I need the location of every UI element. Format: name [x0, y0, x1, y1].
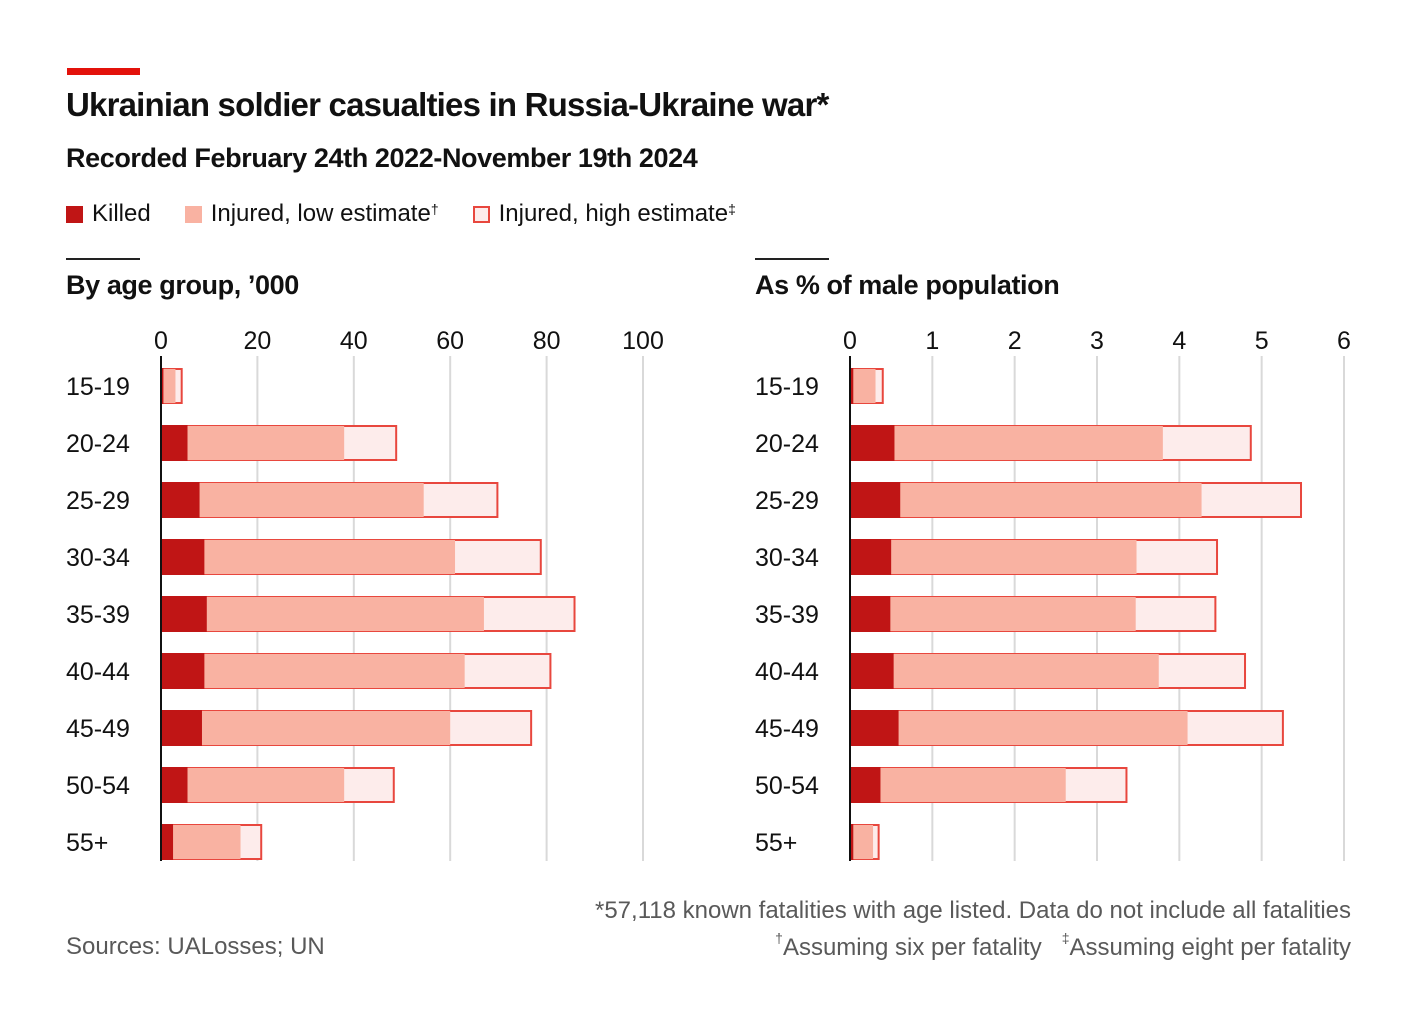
- legend-item-injured-high: Injured, high estimate ‡: [472, 200, 736, 228]
- panel-title-left: By age group, ’000: [66, 270, 299, 300]
- right-bar-killed-40-44: [850, 653, 894, 689]
- legend-label-injured-high: Injured, high estimate: [498, 200, 729, 227]
- footnote-fatalities: *57,118 known fatalities with age listed…: [594, 897, 1351, 924]
- legend-item-killed: Killed: [66, 200, 151, 228]
- right-tick-label-5: 5: [1255, 327, 1269, 355]
- footnote-six-per-fatality: Assuming six per fatality: [782, 934, 1042, 961]
- right-bar-injured-low-30-34: [851, 540, 1137, 574]
- right-bar-killed-15-19: [850, 368, 854, 404]
- left-bar-killed-45-49: [161, 710, 202, 746]
- right-bar-killed-35-39: [850, 596, 891, 632]
- right-tick-label-0: 0: [843, 327, 857, 355]
- right-bar-injured-low-45-49: [851, 711, 1188, 745]
- right-tick-label-2: 2: [1008, 327, 1022, 355]
- left-bar-killed-15-19: [161, 368, 164, 404]
- left-bar-injured-low-30-34: [162, 540, 456, 574]
- left-tick-label-100: 100: [622, 327, 664, 355]
- legend-swatch-injured-low: [184, 205, 202, 223]
- left-tick-label-80: 80: [533, 327, 561, 355]
- right-category-label-55+: 55+: [755, 829, 797, 857]
- left-category-label-25-29: 25-29: [66, 487, 130, 515]
- source-note: Sources: UALosses; UN: [66, 933, 325, 960]
- right-bar-killed-30-34: [850, 539, 892, 575]
- right-tick-label-3: 3: [1090, 327, 1104, 355]
- right-bar-injured-low-25-29: [851, 483, 1202, 517]
- left-bar-killed-30-34: [161, 539, 205, 575]
- legend-mark-dagger: †: [430, 201, 439, 217]
- right-bar-killed-20-24: [850, 425, 895, 461]
- footnote-mark-dagger: †: [775, 930, 783, 946]
- left-category-label-35-39: 35-39: [66, 601, 130, 629]
- left-bar-killed-20-24: [161, 425, 188, 461]
- footnote-eight-per-fatality: Assuming eight per fatality: [1069, 934, 1351, 961]
- legend-swatch-injured-high: [472, 205, 490, 223]
- left-bar-injured-low-35-39: [162, 597, 484, 631]
- left-category-label-20-24: 20-24: [66, 430, 130, 458]
- left-bar-killed-25-29: [161, 482, 200, 518]
- left-category-label-55+: 55+: [66, 829, 108, 857]
- left-category-label-30-34: 30-34: [66, 544, 130, 572]
- panel-rule-right: [755, 258, 829, 260]
- chart-title: Ukrainian soldier casualties in Russia-U…: [66, 86, 829, 123]
- legend-item-injured-low: Injured, low estimate †: [184, 200, 439, 228]
- right-bar-killed-55+: [850, 824, 854, 860]
- left-bar-killed-55+: [161, 824, 174, 860]
- right-bar-injured-low-20-24: [851, 426, 1163, 460]
- right-category-label-40-44: 40-44: [755, 658, 819, 686]
- chart-subtitle: Recorded February 24th 2022-November 19t…: [66, 143, 698, 173]
- left-bar-killed-40-44: [161, 653, 205, 689]
- legend-label-killed: Killed: [92, 200, 151, 227]
- right-category-label-15-19: 15-19: [755, 373, 819, 401]
- right-category-label-30-34: 30-34: [755, 544, 819, 572]
- right-category-label-25-29: 25-29: [755, 487, 819, 515]
- right-tick-label-1: 1: [925, 327, 939, 355]
- left-tick-label-0: 0: [154, 327, 168, 355]
- left-category-label-50-54: 50-54: [66, 772, 130, 800]
- brand-accent-bar: [67, 68, 140, 75]
- left-category-label-40-44: 40-44: [66, 658, 130, 686]
- left-bar-injured-low-55+: [162, 825, 241, 859]
- right-bar-injured-low-55+: [851, 825, 874, 859]
- legend: Killed Injured, low estimate † Injured, h…: [66, 196, 770, 232]
- right-bar-injured-low-50-54: [851, 768, 1066, 802]
- left-bar-killed-35-39: [161, 596, 207, 632]
- left-bar-injured-low-45-49: [162, 711, 451, 745]
- panel-title-right: As % of male population: [755, 270, 1060, 300]
- footnote-assumptions: †Assuming six per fatality ‡Assuming eig…: [775, 930, 1351, 962]
- left-category-label-15-19: 15-19: [66, 373, 130, 401]
- left-bar-injured-low-20-24: [162, 426, 345, 460]
- left-category-label-45-49: 45-49: [66, 715, 130, 743]
- right-category-label-35-39: 35-39: [755, 601, 819, 629]
- right-category-label-45-49: 45-49: [755, 715, 819, 743]
- panel-rule-left: [66, 258, 140, 260]
- right-tick-label-6: 6: [1337, 327, 1351, 355]
- right-tick-label-4: 4: [1172, 327, 1186, 355]
- left-bar-killed-50-54: [161, 767, 188, 803]
- legend-mark-double-dagger: ‡: [728, 201, 736, 217]
- legend-swatch-killed: [66, 205, 83, 223]
- right-bar-killed-25-29: [850, 482, 901, 518]
- right-bar-killed-50-54: [850, 767, 881, 803]
- footnote-mark-double-dagger: ‡: [1061, 930, 1070, 946]
- right-bar-injured-low-35-39: [851, 597, 1136, 631]
- right-category-label-50-54: 50-54: [755, 772, 819, 800]
- left-tick-label-40: 40: [340, 327, 368, 355]
- legend-label-injured-low: Injured, low estimate: [210, 200, 431, 227]
- right-bar-killed-45-49: [850, 710, 899, 746]
- right-bar-injured-low-15-19: [851, 369, 876, 403]
- left-bar-injured-low-15-19: [162, 369, 176, 403]
- left-bar-injured-low-50-54: [162, 768, 345, 802]
- left-tick-label-20: 20: [243, 327, 271, 355]
- left-bar-injured-low-40-44: [162, 654, 465, 688]
- right-bar-injured-low-40-44: [851, 654, 1159, 688]
- left-tick-label-60: 60: [436, 327, 464, 355]
- right-category-label-20-24: 20-24: [755, 430, 819, 458]
- left-bar-injured-low-25-29: [162, 483, 424, 517]
